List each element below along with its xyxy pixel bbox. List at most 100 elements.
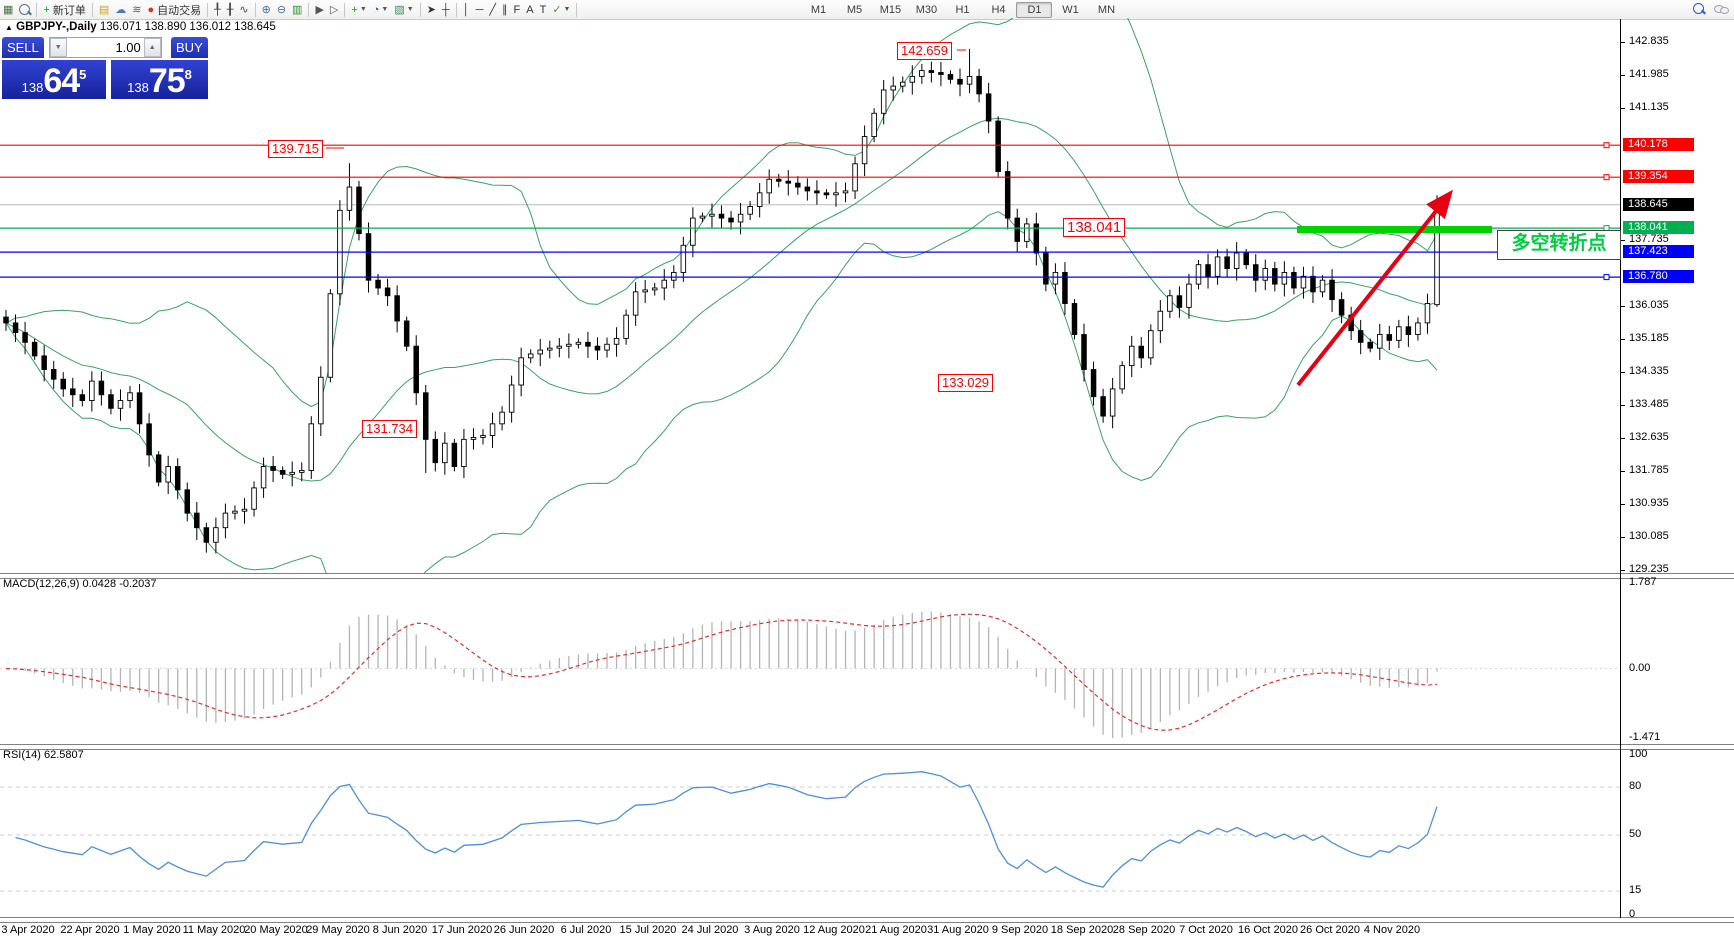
timeframe-button-h4[interactable]: H4 (991, 3, 1006, 16)
timeframe-button-h1[interactable]: H1 (955, 3, 970, 16)
price-tick-label: 136.035 (1629, 299, 1669, 311)
community-chat-icon[interactable] (1714, 4, 1729, 14)
date-tick-label[interactable]: 17 Jun 2020 (431, 924, 493, 936)
date-tick-label[interactable]: 28 Sep 2020 (1112, 924, 1176, 936)
price-callout-label[interactable]: 133.029 (938, 374, 993, 392)
sell-button[interactable]: SELL (2, 37, 44, 58)
candle (50, 369, 57, 380)
macd-indicator-canvas[interactable] (0, 577, 1620, 743)
date-tick-label[interactable]: 11 May 2020 (182, 924, 246, 936)
chart-shift-button[interactable]: ▷ (327, 1, 341, 18)
periods-button[interactable]: ◔ ▼ (370, 1, 392, 18)
trendline-button[interactable]: ╱ (486, 1, 499, 18)
buy-button[interactable]: BUY (170, 37, 208, 58)
cursor-button[interactable]: ➤ (424, 1, 439, 18)
date-tick-label[interactable]: 26 Oct 2020 (1300, 924, 1360, 936)
timeframe-button-d1[interactable]: D1 (1016, 1, 1053, 18)
panel-separator[interactable] (0, 744, 1734, 750)
arrows-button[interactable]: ✓ ▼ (549, 1, 573, 18)
vertical-line-button[interactable]: │ (460, 1, 473, 18)
volume-decrease-button[interactable]: ▼ (49, 38, 67, 57)
fibonacci-button[interactable]: F (511, 1, 524, 18)
crosshair-button[interactable]: ┼ (439, 1, 453, 18)
indicators-button[interactable]: + ▼ (348, 1, 369, 18)
chevron-down-icon[interactable]: ▼ (359, 6, 367, 13)
templates-button[interactable]: ▧ ▼ (391, 1, 416, 18)
search-icon-blue[interactable] (1693, 3, 1704, 14)
market-watch-button[interactable]: ▤ (96, 1, 112, 18)
zoom-out-button[interactable]: ⊖ (274, 1, 289, 18)
price-callout-label[interactable]: 142.659 (897, 42, 952, 60)
timeframe-button-m30[interactable]: M30 (915, 3, 938, 16)
price-callout-label[interactable]: 139.715 (268, 140, 323, 158)
date-tick-label[interactable]: 24 Jul 2020 (681, 924, 739, 936)
candle (728, 217, 734, 223)
date-tick-label[interactable]: 4 Nov 2020 (1363, 924, 1421, 936)
date-tick-label[interactable]: 26 Jun 2020 (493, 924, 555, 936)
price-callout-label[interactable]: 138.041 (1063, 218, 1126, 237)
chevron-down-icon[interactable]: ▼ (563, 6, 571, 13)
volume-input[interactable] (66, 38, 144, 57)
timeframe-button-m1[interactable]: M1 (810, 3, 827, 16)
timeframe-button-w1[interactable]: W1 (1062, 3, 1079, 16)
text-label-button[interactable]: T (537, 1, 550, 18)
tile-windows-icon: ▥ (292, 3, 303, 16)
price-axis-line (1620, 19, 1621, 918)
buy-price-display[interactable]: 138 75 8 (111, 60, 208, 99)
volume-increase-button[interactable]: ▲ (143, 38, 161, 57)
search-button[interactable] (16, 1, 33, 18)
rsi-indicator-canvas[interactable] (0, 748, 1620, 918)
date-tick-label[interactable]: 3 Apr 2020 (1, 924, 55, 936)
price-tick (1621, 108, 1625, 109)
zoom-in-button[interactable]: ⊕ (259, 1, 274, 18)
data-window-button[interactable]: ☁ (112, 1, 129, 18)
candle (556, 345, 563, 349)
price-chart-canvas[interactable] (0, 18, 1620, 574)
signal-button[interactable]: ≋ (129, 1, 144, 18)
chart-window-button[interactable]: ▦ (0, 1, 16, 18)
date-tick-label[interactable]: 29 May 2020 (306, 924, 370, 936)
candle (1338, 299, 1345, 316)
candle (194, 512, 200, 529)
date-tick-label[interactable]: 8 Jun 2020 (372, 924, 428, 936)
date-tick-label[interactable]: 18 Sep 2020 (1050, 924, 1114, 936)
date-tick-label[interactable]: 22 Apr 2020 (60, 924, 120, 936)
date-tick-label[interactable]: 1 May 2020 (123, 924, 181, 936)
bar-chart-button[interactable]: ╀ (211, 1, 224, 18)
date-tick-label[interactable]: 15 Jul 2020 (619, 924, 677, 936)
candle (60, 378, 66, 390)
date-tick-label[interactable]: 20 May 2020 (244, 924, 308, 936)
annotation-text-box[interactable]: 多空转折点 (1497, 230, 1621, 260)
price-callout-label[interactable]: 131.734 (362, 420, 417, 438)
candle (1081, 334, 1087, 370)
channel-button[interactable]: ∥ (499, 1, 511, 18)
date-tick-label[interactable]: 16 Oct 2020 (1238, 924, 1298, 936)
tile-windows-button[interactable]: ▥ (289, 1, 305, 18)
candle (298, 469, 305, 473)
chevron-down-icon[interactable]: ▼ (406, 6, 414, 13)
sell-price-display[interactable]: 138 64 5 (2, 60, 106, 99)
auto-scroll-button[interactable]: ▶ (312, 1, 326, 18)
search-icon (19, 4, 31, 15)
autotrading-button[interactable]: ● 自动交易 (144, 1, 204, 18)
date-tick-label[interactable]: 3 Aug 2020 (744, 924, 800, 936)
new-order-button[interactable]: + 新订单 (40, 1, 88, 18)
date-tick-label[interactable]: 21 Aug 2020 (865, 924, 927, 936)
timeframe-button-mn[interactable]: MN (1097, 3, 1116, 16)
collapse-arrow-icon[interactable]: ▲ (5, 23, 13, 32)
date-tick-label[interactable]: 6 Jul 2020 (560, 924, 612, 936)
date-tick-label[interactable]: 9 Sep 2020 (991, 924, 1049, 936)
text-button[interactable]: A (523, 1, 536, 18)
chevron-down-icon[interactable]: ▼ (381, 6, 389, 13)
timeframe-button-m15[interactable]: M15 (879, 3, 902, 16)
candle-chart-button[interactable]: ╂ (224, 1, 237, 18)
candle (928, 70, 935, 73)
line-chart-button[interactable]: ∿ (236, 1, 251, 18)
autotrading-label: 自动交易 (157, 4, 202, 17)
date-tick-label[interactable]: 31 Aug 2020 (927, 924, 989, 936)
date-tick-label[interactable]: 7 Oct 2020 (1179, 924, 1233, 936)
timeframe-button-m5[interactable]: M5 (846, 3, 863, 16)
date-tick-label[interactable]: 12 Aug 2020 (803, 924, 865, 936)
panel-separator[interactable] (0, 573, 1734, 579)
horizontal-line-button[interactable]: ─ (473, 1, 487, 18)
